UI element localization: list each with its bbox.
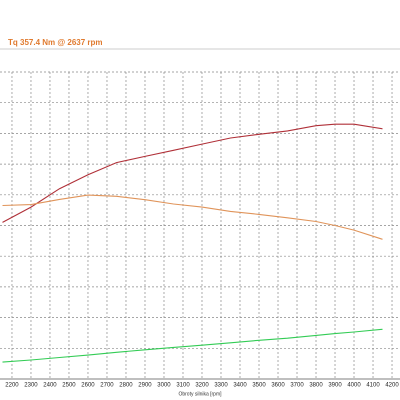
- x-tick-label: 3200: [195, 383, 209, 389]
- x-tick-label: 4200: [385, 383, 399, 389]
- x-tick-label: 4100: [366, 383, 380, 389]
- x-tick-label: 3000: [157, 383, 171, 389]
- x-tick-label: 2500: [62, 383, 76, 389]
- x-tick-label: 2800: [119, 383, 133, 389]
- x-axis-label: Obroty silnika [rpm]: [178, 391, 222, 397]
- series-line: [2, 194, 383, 240]
- x-tick-label: 3400: [233, 383, 247, 389]
- x-tick-label: 3300: [214, 383, 228, 389]
- x-tick-label: 3900: [328, 383, 342, 389]
- x-tick-label: 2200: [5, 383, 19, 389]
- x-tick-label: 2700: [100, 383, 114, 389]
- series-line: [2, 123, 383, 223]
- series-line: [2, 328, 383, 363]
- x-tick-label: 2600: [81, 383, 95, 389]
- x-tick-label: 3500: [252, 383, 266, 389]
- x-tick-label: 2300: [24, 383, 38, 389]
- x-tick-label: 4000: [347, 383, 361, 389]
- x-tick-label: 3600: [271, 383, 285, 389]
- x-tick-label: 3100: [176, 383, 190, 389]
- chart-title: Tq 357.4 Nm @ 2637 rpm: [8, 38, 103, 47]
- x-tick-label: 3800: [309, 383, 323, 389]
- x-tick-label: 2900: [138, 383, 152, 389]
- x-tick-label: 3700: [290, 383, 304, 389]
- x-tick-label: 2400: [43, 383, 57, 389]
